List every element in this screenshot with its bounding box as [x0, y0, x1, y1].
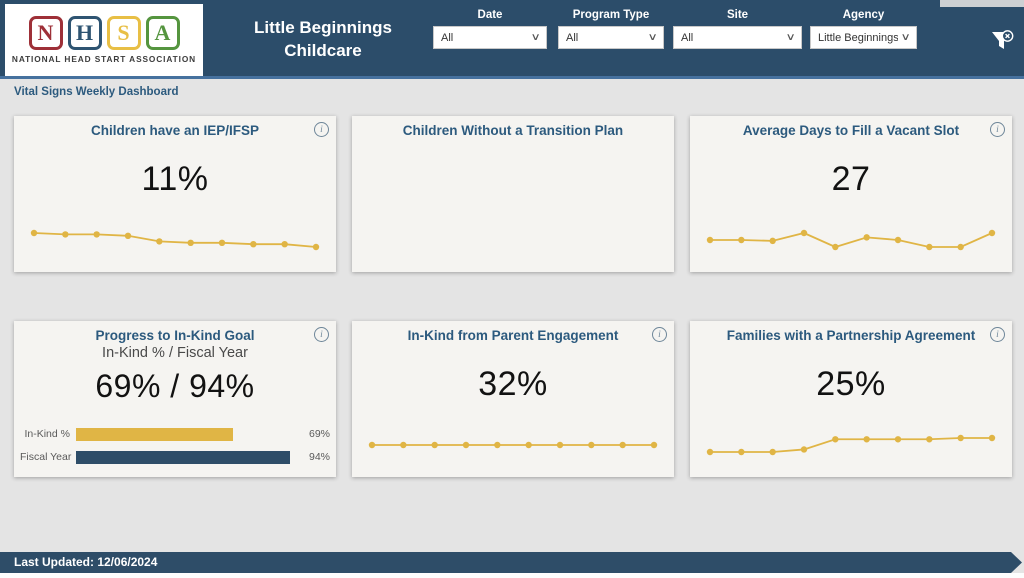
kpi-value: 25%: [816, 365, 886, 403]
bottom-strip: [0, 573, 1024, 578]
filter-program-type-label: Program Type: [572, 9, 650, 21]
filter-agency-label: Agency: [842, 9, 885, 21]
filter-program-type: Program Type All ∨: [558, 9, 664, 49]
filter-site-label: Site: [726, 9, 749, 21]
nhsa-logo-blocks: N H S A: [28, 16, 180, 50]
sparkline-chart: [702, 218, 1000, 262]
filter-agency: Agency Little Beginnings C... ∨: [810, 9, 917, 49]
bar-row: Fiscal Year 94%: [20, 450, 330, 464]
filter-date-value: All: [441, 31, 454, 44]
agency-title-line2: Childcare: [284, 41, 362, 60]
filter-date: Date All ∨: [433, 9, 547, 49]
bar-row: In-Kind % 69%: [20, 427, 330, 441]
logo-letter-h: H: [67, 16, 102, 50]
nhsa-logo: N H S A NATIONAL HEAD START ASSOCIATION: [5, 4, 203, 76]
info-icon[interactable]: i: [314, 327, 329, 342]
chevron-down-icon: ∨: [647, 32, 658, 43]
logo-letter-a: A: [145, 16, 180, 50]
sparkline-chart: [26, 218, 324, 262]
breadcrumb: Vital Signs Weekly Dashboard: [14, 86, 179, 98]
filter-program-type-dropdown[interactable]: All ∨: [558, 26, 664, 49]
info-icon[interactable]: i: [990, 327, 1005, 342]
info-icon[interactable]: i: [990, 122, 1005, 137]
chevron-down-icon: ∨: [530, 32, 541, 43]
filter-agency-dropdown[interactable]: Little Beginnings C... ∨: [810, 26, 917, 49]
kpi-value: 11%: [141, 160, 209, 198]
filter-program-type-value: All: [566, 31, 579, 44]
card-title: Average Days to Fill a Vacant Slot: [742, 123, 960, 138]
agency-title-line1: Little Beginnings: [254, 18, 392, 37]
last-updated-bar: Last Updated: 12/06/2024: [0, 552, 1022, 573]
card-title: Families with a Partnership Agreement: [726, 328, 976, 343]
bar-track: [76, 427, 304, 441]
bar-fill: [76, 427, 234, 441]
corner-strip: [940, 0, 1024, 7]
logo-caption: NATIONAL HEAD START ASSOCIATION: [11, 54, 197, 64]
bar-label: In-Kind %: [24, 428, 70, 440]
bar-track: [76, 450, 304, 464]
card-title: In-Kind from Parent Engagement: [407, 328, 619, 343]
kpi-card-average-days-to-fill-vacant-slot: Average Days to Fill a Vacant Slot i 27: [690, 116, 1012, 272]
bar-value-label: 69%: [308, 428, 330, 440]
logo-letter-s: S: [106, 16, 141, 50]
bar-chart: In-Kind % 69% Fiscal Year 94%: [20, 427, 330, 464]
chevron-down-icon: ∨: [900, 32, 911, 43]
kpi-value: 69% / 94%: [95, 368, 255, 404]
card-title: Children Without a Transition Plan: [402, 123, 624, 138]
kpi-card-children-without-transition-plan: Children Without a Transition Plan i: [352, 116, 674, 272]
kpi-card-progress-to-in-kind-goal: Progress to In-Kind Goal In-Kind % / Fis…: [14, 321, 336, 477]
clear-filters-icon[interactable]: [988, 27, 1015, 54]
bar-value-label: 94%: [308, 451, 330, 463]
chevron-down-icon: ∨: [785, 32, 796, 43]
agency-title: Little Beginnings Childcare: [203, 16, 443, 62]
kpi-card-in-kind-from-parent-engagement: In-Kind from Parent Engagement i 32%: [352, 321, 674, 477]
kpi-value: 27: [831, 160, 871, 198]
filter-agency-value: Little Beginnings C...: [818, 31, 898, 44]
bar-fill: [76, 450, 291, 464]
card-title: Progress to In-Kind Goal: [95, 328, 255, 343]
filter-site-value: All: [681, 31, 694, 44]
kpi-card-families-with-partnership-agreement: Families with a Partnership Agreement i …: [690, 321, 1012, 477]
sparkline-chart: [364, 423, 662, 467]
filter-date-dropdown[interactable]: All ∨: [433, 26, 547, 49]
kpi-card-children-iep-ifsp: Children have an IEP/IFSP i 11%: [14, 116, 336, 272]
filter-site: Site All ∨: [673, 9, 802, 49]
kpi-value: 32%: [478, 365, 548, 403]
sparkline-chart: [702, 423, 1000, 467]
info-icon[interactable]: i: [652, 327, 667, 342]
card-title: Children have an IEP/IFSP: [90, 123, 260, 138]
info-icon[interactable]: i: [314, 122, 329, 137]
bar-label: Fiscal Year: [20, 451, 72, 463]
filter-date-label: Date: [477, 9, 503, 21]
last-updated-text: Last Updated: 12/06/2024: [14, 555, 158, 569]
logo-letter-n: N: [28, 16, 63, 50]
filter-site-dropdown[interactable]: All ∨: [673, 26, 802, 49]
card-subtitle: In-Kind % / Fiscal Year: [102, 345, 248, 361]
